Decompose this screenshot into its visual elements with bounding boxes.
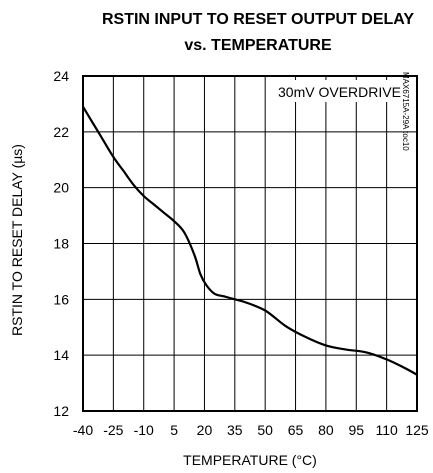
x-tick-label: -40 xyxy=(73,422,93,438)
x-tick-label: 20 xyxy=(197,422,213,438)
plot-frame xyxy=(82,75,418,412)
x-tick-label: 65 xyxy=(288,422,304,438)
y-tick-labels: 12 14 16 18 20 22 24 xyxy=(53,68,69,419)
chart-title-line2: vs. TEMPERATURE xyxy=(184,37,332,54)
x-tick-label: 50 xyxy=(257,422,273,438)
data-series xyxy=(82,106,418,376)
x-tick-label: -25 xyxy=(103,422,123,438)
annotation-background xyxy=(277,80,392,102)
y-tick-label: 20 xyxy=(53,180,69,196)
x-tick-label: 5 xyxy=(170,422,178,438)
series-line xyxy=(82,106,418,376)
overdrive-annotation: 30mV OVERDRIVE xyxy=(278,84,401,100)
y-tick-label: 14 xyxy=(53,347,69,363)
figure-code-label: MAX6715A-29A toc10 xyxy=(401,72,410,151)
x-tick-label: 35 xyxy=(227,422,243,438)
x-tick-label: 110 xyxy=(375,422,398,438)
y-tick-label: 18 xyxy=(53,236,69,252)
x-tick-label: 125 xyxy=(405,422,429,438)
chart-title-line1: RSTIN INPUT TO RESET OUTPUT DELAY xyxy=(102,11,414,28)
y-tick-label: 24 xyxy=(53,68,69,84)
y-tick-label: 16 xyxy=(53,291,69,307)
x-tick-label: 95 xyxy=(348,422,364,438)
grid-lines xyxy=(82,75,418,412)
x-tick-labels: -40 -25 -10 5 20 35 50 65 80 95 110 125 xyxy=(73,422,429,438)
y-tick-label: 12 xyxy=(53,403,69,419)
x-axis-label: TEMPERATURE (°C) xyxy=(183,452,317,468)
x-tick-label: 80 xyxy=(318,422,334,438)
y-axis-label: RSTIN TO RESET DELAY (µs) xyxy=(9,144,25,336)
x-tick-label: -10 xyxy=(134,422,154,438)
y-tick-label: 22 xyxy=(53,124,69,140)
